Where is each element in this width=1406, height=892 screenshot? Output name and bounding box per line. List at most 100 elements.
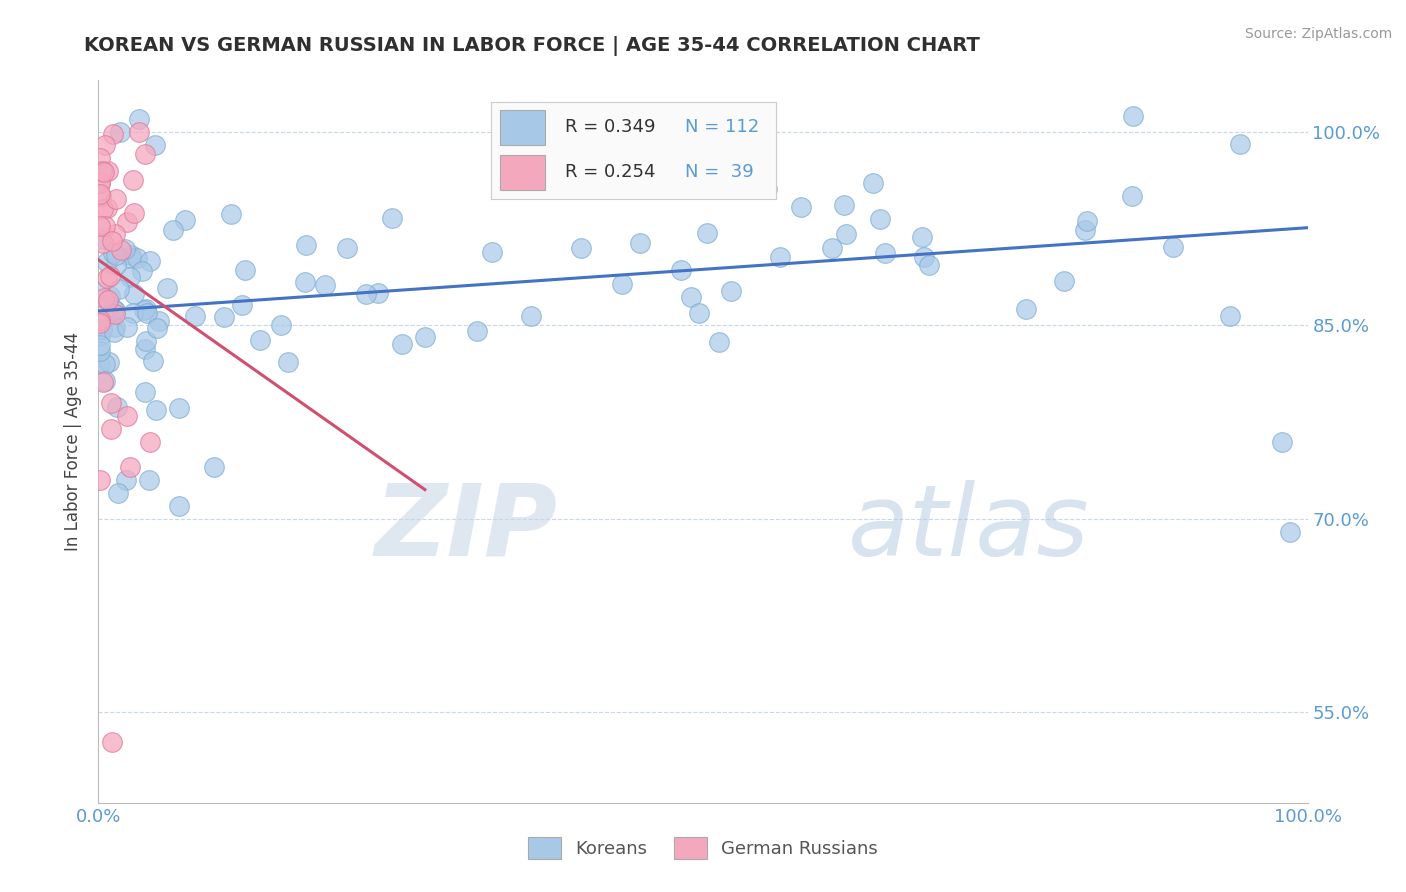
Point xyxy=(146,321,169,335)
Point xyxy=(89,177,111,191)
Point xyxy=(755,182,778,196)
Point xyxy=(91,376,114,390)
Point xyxy=(89,316,111,330)
Y-axis label: In Labor Force | Age 35-44: In Labor Force | Age 35-44 xyxy=(65,332,83,551)
Point xyxy=(173,213,195,227)
Point xyxy=(139,254,162,268)
Point xyxy=(114,473,136,487)
Point xyxy=(696,227,718,241)
Point xyxy=(105,248,128,262)
Point xyxy=(100,235,122,249)
Point xyxy=(89,357,111,371)
Point xyxy=(367,285,389,300)
Point xyxy=(120,251,142,265)
Point xyxy=(162,223,184,237)
Point xyxy=(832,197,855,211)
Point xyxy=(97,163,120,178)
Point xyxy=(127,252,149,266)
Point xyxy=(98,288,121,302)
Point xyxy=(720,284,742,298)
Point xyxy=(101,127,124,141)
Point xyxy=(101,246,124,260)
Point xyxy=(481,245,503,260)
Point xyxy=(128,125,150,139)
Point xyxy=(143,137,166,152)
Point xyxy=(1271,434,1294,449)
Point xyxy=(869,212,891,227)
Point xyxy=(93,357,115,371)
Text: KOREAN VS GERMAN RUSSIAN IN LABOR FORCE | AGE 35-44 CORRELATION CHART: KOREAN VS GERMAN RUSSIAN IN LABOR FORCE … xyxy=(84,36,980,55)
Point xyxy=(89,187,111,202)
Point xyxy=(681,290,703,304)
Point xyxy=(134,302,156,317)
Point xyxy=(134,343,156,357)
Point xyxy=(571,241,593,255)
Point xyxy=(101,735,124,749)
Point xyxy=(114,242,136,256)
Point xyxy=(707,334,730,349)
Point xyxy=(672,136,695,151)
Text: Source: ZipAtlas.com: Source: ZipAtlas.com xyxy=(1244,27,1392,41)
Point xyxy=(96,300,118,314)
Point xyxy=(231,298,253,312)
Point xyxy=(134,385,156,400)
Point xyxy=(110,244,132,258)
Point xyxy=(145,402,167,417)
Legend: Koreans, German Russians: Koreans, German Russians xyxy=(520,830,886,866)
Point xyxy=(103,303,125,318)
Point xyxy=(314,278,336,293)
Point xyxy=(122,172,145,186)
Point xyxy=(413,330,436,344)
Point xyxy=(134,147,156,161)
Point xyxy=(356,287,378,301)
Point xyxy=(94,137,117,152)
Point xyxy=(93,291,115,305)
Point xyxy=(685,134,707,148)
Point xyxy=(89,285,111,299)
Point xyxy=(1122,109,1144,123)
Point xyxy=(89,343,111,358)
Point xyxy=(93,165,115,179)
Point xyxy=(139,434,162,449)
Point xyxy=(702,125,724,139)
Point xyxy=(381,211,404,225)
Point xyxy=(100,422,122,436)
Point xyxy=(104,320,127,334)
Point xyxy=(912,250,935,264)
Point xyxy=(911,230,934,244)
Point xyxy=(104,303,127,318)
Point xyxy=(110,125,132,139)
Point xyxy=(94,374,117,388)
Point xyxy=(89,473,111,487)
Point xyxy=(156,281,179,295)
Point xyxy=(142,353,165,368)
Point xyxy=(117,215,139,229)
Point xyxy=(118,269,141,284)
Point xyxy=(89,231,111,245)
Point xyxy=(336,241,359,255)
Point xyxy=(167,401,190,415)
Point xyxy=(108,282,131,296)
Point xyxy=(138,473,160,487)
Point xyxy=(1229,137,1251,152)
Point xyxy=(862,177,884,191)
Point xyxy=(100,305,122,319)
Point xyxy=(465,324,488,338)
Point xyxy=(104,307,127,321)
Point xyxy=(104,227,127,241)
Point xyxy=(120,460,142,475)
Point xyxy=(520,309,543,323)
Point xyxy=(96,201,118,215)
Point xyxy=(688,306,710,320)
Point xyxy=(103,325,125,339)
Point xyxy=(1121,189,1143,203)
Point xyxy=(89,177,111,191)
Point xyxy=(89,313,111,327)
Point xyxy=(115,319,138,334)
Point xyxy=(233,262,256,277)
Point xyxy=(610,277,633,292)
Point xyxy=(821,241,844,255)
Point xyxy=(219,207,242,221)
Point xyxy=(277,355,299,369)
Point xyxy=(100,396,122,410)
